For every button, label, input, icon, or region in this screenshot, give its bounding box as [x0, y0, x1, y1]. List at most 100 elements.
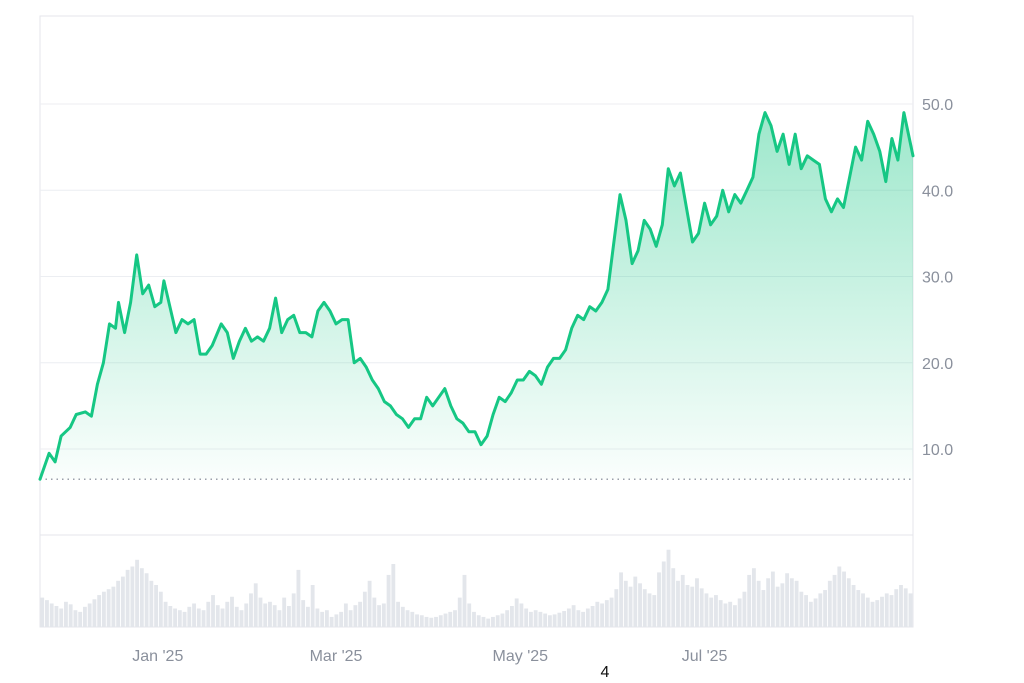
volume-bar	[230, 596, 234, 627]
x-tick-label: Jul '25	[682, 648, 728, 665]
volume-bar	[215, 605, 220, 627]
volume-bar	[144, 573, 149, 627]
volume-bar	[272, 605, 277, 627]
volume-bar	[116, 580, 121, 627]
volume-bar	[491, 616, 495, 627]
volume-bar	[571, 605, 576, 627]
volume-bar	[547, 615, 552, 627]
volume-bar	[880, 596, 884, 627]
volume-bar	[761, 590, 766, 627]
volume-bar	[742, 591, 747, 627]
volume-bar	[68, 604, 73, 627]
volume-bar	[704, 593, 709, 627]
volume-bar	[823, 590, 827, 627]
volume-bar	[381, 603, 386, 627]
volume-bar	[324, 610, 329, 627]
volume-bar	[528, 611, 533, 627]
volume-bar	[182, 611, 187, 627]
volume-bar	[249, 593, 253, 627]
volume-bar	[73, 610, 78, 627]
volume-bar	[846, 578, 851, 627]
volume-bar	[789, 578, 794, 627]
volume-bar	[889, 595, 894, 627]
volume-bar	[111, 586, 116, 627]
y-tick-label: 30.0	[922, 270, 953, 287]
volume-bar	[83, 606, 87, 627]
volume-bar	[566, 608, 571, 627]
x-tick-label: May '25	[493, 648, 549, 665]
volume-bar	[49, 603, 54, 627]
volume-bar	[206, 601, 211, 627]
volume-bar	[851, 585, 856, 627]
volume-bar	[562, 611, 567, 627]
volume-bar	[832, 574, 837, 627]
volume-bar	[225, 601, 230, 627]
volume-bar	[472, 611, 476, 627]
y-tick-label: 40.0	[922, 183, 953, 200]
volume-bar	[481, 616, 486, 627]
volume-bar	[154, 585, 159, 627]
volume-bar	[524, 608, 529, 627]
volume-bar	[642, 589, 647, 627]
volume-bar	[557, 612, 562, 627]
volume-bar	[680, 574, 685, 627]
volume-bar	[510, 606, 514, 627]
volume-bar	[647, 593, 652, 627]
volume-bar	[751, 568, 756, 627]
volume-bar	[467, 603, 472, 627]
x-tick-label: Jan '25	[132, 648, 183, 665]
volume-bar	[609, 597, 614, 627]
y-tick-label: 50.0	[922, 97, 953, 114]
volume-bar	[282, 597, 287, 627]
volume-bar	[899, 585, 903, 627]
volume-bar	[733, 605, 737, 627]
volume-bar	[657, 572, 661, 627]
volume-bar	[870, 601, 875, 627]
volume-bar	[600, 603, 604, 627]
volume-bar	[652, 595, 657, 627]
volume-bar	[78, 611, 83, 627]
volume-bar	[837, 566, 842, 627]
volume-bar	[766, 578, 771, 627]
volume-bar	[775, 586, 780, 627]
volume-bar	[315, 608, 320, 627]
volume-bar	[533, 610, 538, 627]
volume-bar	[585, 608, 590, 627]
volume-bar	[818, 593, 823, 627]
volume-bar	[770, 571, 775, 627]
volume-bar	[799, 591, 804, 627]
volume-bar	[903, 588, 908, 627]
volume-bar	[405, 610, 410, 627]
volume-bar	[410, 611, 415, 627]
volume-bar	[827, 580, 832, 627]
volume-bar	[695, 578, 699, 627]
volume-bar	[709, 597, 714, 627]
volume-bar	[386, 574, 391, 627]
volume-bar	[581, 611, 586, 627]
volume-bar	[173, 608, 177, 627]
volume-bar	[130, 566, 135, 627]
volume-bar	[495, 615, 500, 627]
volume-bar	[514, 598, 519, 627]
volume-bar	[785, 573, 790, 627]
volume-bar	[192, 603, 196, 627]
volume-bar	[794, 580, 799, 627]
price-area-fill	[40, 112, 913, 480]
volume-bar	[158, 591, 163, 627]
volume-bar	[808, 601, 813, 627]
volume-bar	[168, 606, 173, 627]
volume-bar	[201, 610, 206, 627]
volume-bar	[253, 583, 258, 627]
volume-bar	[135, 559, 140, 627]
volume-bar	[861, 593, 865, 627]
volume-bar	[64, 601, 68, 627]
volume-bar	[177, 610, 182, 627]
volume-bar	[234, 606, 239, 627]
volume-bar	[372, 597, 377, 627]
volume-bar	[263, 603, 268, 627]
volume-bar	[728, 601, 733, 627]
volume-bar	[595, 601, 600, 627]
page-number: 4	[600, 664, 610, 681]
volume-bar	[894, 589, 899, 627]
